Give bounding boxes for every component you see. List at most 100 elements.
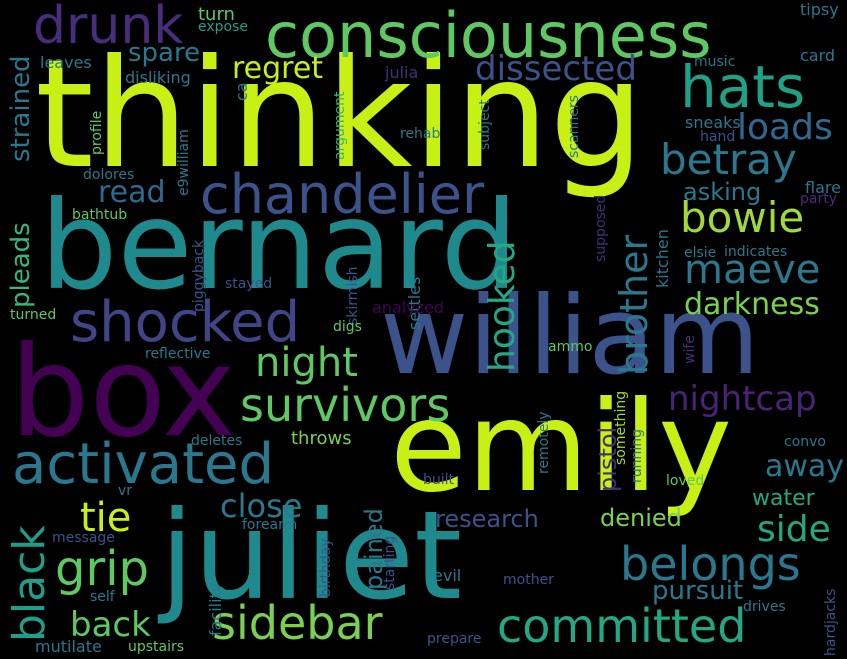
word: turn — [198, 4, 235, 25]
word: birthday — [318, 538, 334, 597]
word: back — [70, 605, 151, 645]
word: stayed — [225, 276, 273, 292]
word: turned — [10, 307, 57, 323]
word: party — [800, 191, 837, 207]
word: analyzed — [372, 298, 445, 317]
word: william — [380, 274, 760, 399]
word: committed — [497, 599, 747, 653]
word: belongs — [620, 537, 801, 591]
word: remotely — [536, 411, 552, 474]
word: juliet — [160, 485, 462, 627]
word: bernard — [40, 175, 519, 317]
word: skirmish — [345, 266, 361, 326]
word: leaves — [40, 53, 92, 72]
word: shocked — [70, 290, 301, 355]
word: water — [752, 486, 815, 511]
word: asking — [683, 178, 762, 206]
word: spare — [128, 38, 201, 68]
word: grip — [55, 541, 150, 597]
word: music — [694, 54, 736, 70]
word: mother — [503, 572, 554, 588]
word: brother — [612, 234, 656, 375]
word: wife — [682, 335, 698, 364]
word: hardjacks — [823, 588, 839, 656]
word: self — [90, 589, 115, 605]
word: flare — [805, 178, 841, 197]
word: research — [435, 505, 539, 533]
word: darkness — [684, 287, 820, 322]
word: hand — [700, 129, 736, 145]
word: betray — [660, 135, 797, 184]
word: close — [220, 487, 303, 525]
word: reflective — [145, 346, 211, 362]
word: card — [800, 46, 836, 65]
word: consciousness — [265, 0, 712, 72]
word: chandelier — [200, 163, 485, 226]
word: hats — [680, 53, 806, 121]
word: thinking — [35, 28, 645, 202]
word: starting — [382, 535, 398, 590]
word: forearm — [242, 517, 298, 533]
word: digs — [333, 319, 362, 335]
word: prepare — [427, 631, 482, 647]
word: dolores — [83, 167, 135, 183]
word: dissected — [475, 49, 637, 89]
word: denied — [600, 504, 682, 532]
word: drunk — [33, 0, 184, 56]
word: away — [765, 449, 845, 484]
word: deletes — [191, 433, 243, 449]
word: message — [52, 530, 115, 546]
word: read — [98, 175, 166, 210]
word: sneaks — [685, 113, 741, 132]
word: evil — [433, 566, 462, 585]
word: built — [423, 472, 455, 488]
word: bowie — [680, 193, 805, 242]
word: profile — [89, 110, 105, 155]
word: drives — [743, 599, 786, 615]
word: ca — [232, 82, 251, 101]
word: disliking — [125, 68, 191, 87]
word: nightcap — [668, 379, 817, 419]
word: loved — [666, 473, 705, 489]
word: loads — [737, 107, 833, 148]
word: julia — [385, 63, 419, 82]
word: activated — [12, 432, 275, 497]
word: tie — [80, 495, 132, 541]
word: subject — [477, 99, 493, 150]
word: tipsy — [800, 0, 839, 19]
word: e9william — [176, 129, 192, 196]
word: running — [629, 428, 645, 483]
word: expose — [198, 19, 249, 35]
word: sidebar — [212, 596, 383, 650]
word: vr — [118, 483, 133, 499]
word: throws — [291, 428, 352, 449]
word: side — [757, 509, 831, 550]
word: upstairs — [128, 639, 185, 655]
word: survivors — [240, 378, 451, 432]
word: kitchen — [653, 229, 672, 288]
word: argument — [332, 91, 348, 160]
word: piggyback — [191, 239, 207, 312]
word: regret — [232, 51, 324, 86]
word: pursuit — [652, 576, 744, 606]
word: scanners — [566, 95, 582, 158]
word: ammo — [548, 339, 593, 355]
word: elsie — [684, 245, 717, 261]
word: bathtub — [72, 207, 128, 223]
word: box — [10, 320, 236, 465]
word: convo — [784, 434, 826, 450]
word: rehab — [400, 126, 441, 142]
word: facility — [206, 582, 225, 636]
word: maeve — [684, 247, 821, 293]
word: emily — [390, 375, 733, 520]
word: mutilate — [35, 637, 102, 656]
word: indicates — [724, 244, 788, 260]
word: something — [613, 390, 629, 465]
word: pleads — [6, 222, 36, 308]
word: hooked — [482, 240, 523, 372]
word: strained — [6, 55, 36, 162]
word: black — [4, 525, 55, 642]
word: night — [255, 340, 358, 386]
word: supposed — [593, 194, 609, 262]
